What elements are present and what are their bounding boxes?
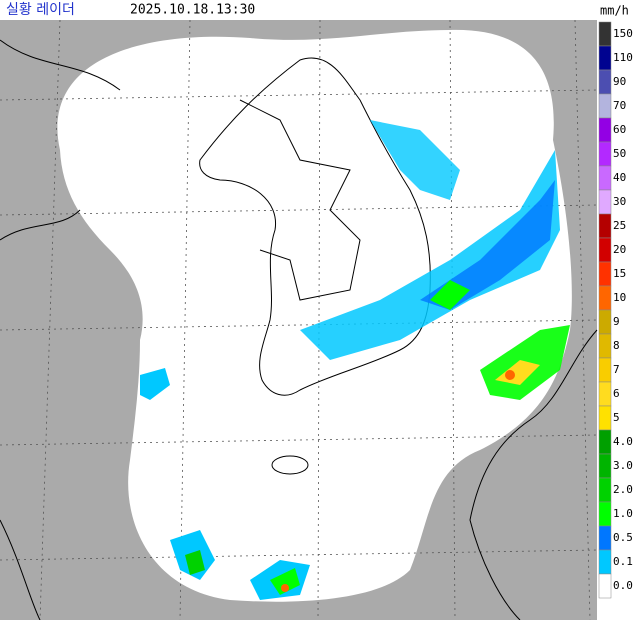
legend-label: 30 xyxy=(613,195,626,208)
legend-label: 25 xyxy=(613,219,626,232)
legend-swatch xyxy=(598,333,612,359)
timestamp: 2025.10.18.13:30 xyxy=(130,3,255,18)
unit: mm/h xyxy=(600,4,629,18)
legend-swatch xyxy=(598,189,612,215)
legend-label: 8 xyxy=(613,339,620,352)
legend-swatch xyxy=(598,45,612,71)
legend-swatch xyxy=(598,573,612,599)
legend-label: 3.0 xyxy=(613,459,633,472)
legend-swatch xyxy=(598,213,612,239)
legend-swatch xyxy=(598,285,612,311)
legend-label: 6 xyxy=(613,387,620,400)
legend-label: 70 xyxy=(613,99,626,112)
legend-label: 40 xyxy=(613,171,626,184)
precipitation xyxy=(140,120,570,600)
legend-label: 1.0 xyxy=(613,507,633,520)
legend-label: 2.0 xyxy=(613,483,633,496)
legend-swatch xyxy=(598,549,612,575)
legend-swatch xyxy=(598,405,612,431)
legend-swatch xyxy=(598,69,612,95)
legend-swatch xyxy=(598,453,612,479)
legend-label: 0.5 xyxy=(613,531,633,544)
legend-swatch xyxy=(598,477,612,503)
legend-swatch xyxy=(598,141,612,167)
legend-label: 110 xyxy=(613,51,633,64)
legend-label: 60 xyxy=(613,123,626,136)
legend-swatch xyxy=(598,309,612,335)
legend-label: 0.1 xyxy=(613,555,633,568)
map xyxy=(0,19,598,621)
legend: 150 110 90 70 60 50 40 30 25 20 15 10 9 8 7 6 5 4.0 3.0 2.0… xyxy=(598,21,633,599)
legend-label: 5 xyxy=(613,411,620,424)
legend-swatch xyxy=(598,429,612,455)
legend-label: 90 xyxy=(613,75,626,88)
legend-label: 7 xyxy=(613,363,620,376)
legend-swatch xyxy=(598,525,612,551)
legend-label: 50 xyxy=(613,147,626,160)
coastlines xyxy=(0,39,598,621)
legend-label: 10 xyxy=(613,291,626,304)
legend-label: 4.0 xyxy=(613,435,633,448)
title: 실황 레이더 xyxy=(6,2,75,18)
graticule xyxy=(0,19,598,621)
legend-label: 20 xyxy=(613,243,626,256)
legend-label: 0.0 xyxy=(613,579,633,592)
legend-label: 9 xyxy=(613,315,620,328)
legend-swatch xyxy=(598,237,612,263)
legend-swatch xyxy=(598,381,612,407)
legend-swatch xyxy=(598,117,612,143)
legend-label: 15 xyxy=(613,267,626,280)
legend-swatch xyxy=(598,165,612,191)
legend-swatch xyxy=(598,93,612,119)
legend-label: 150 xyxy=(613,27,633,40)
legend-swatch xyxy=(598,357,612,383)
legend-swatch xyxy=(598,21,612,47)
legend-swatch xyxy=(598,261,612,287)
legend-swatch xyxy=(598,501,612,527)
